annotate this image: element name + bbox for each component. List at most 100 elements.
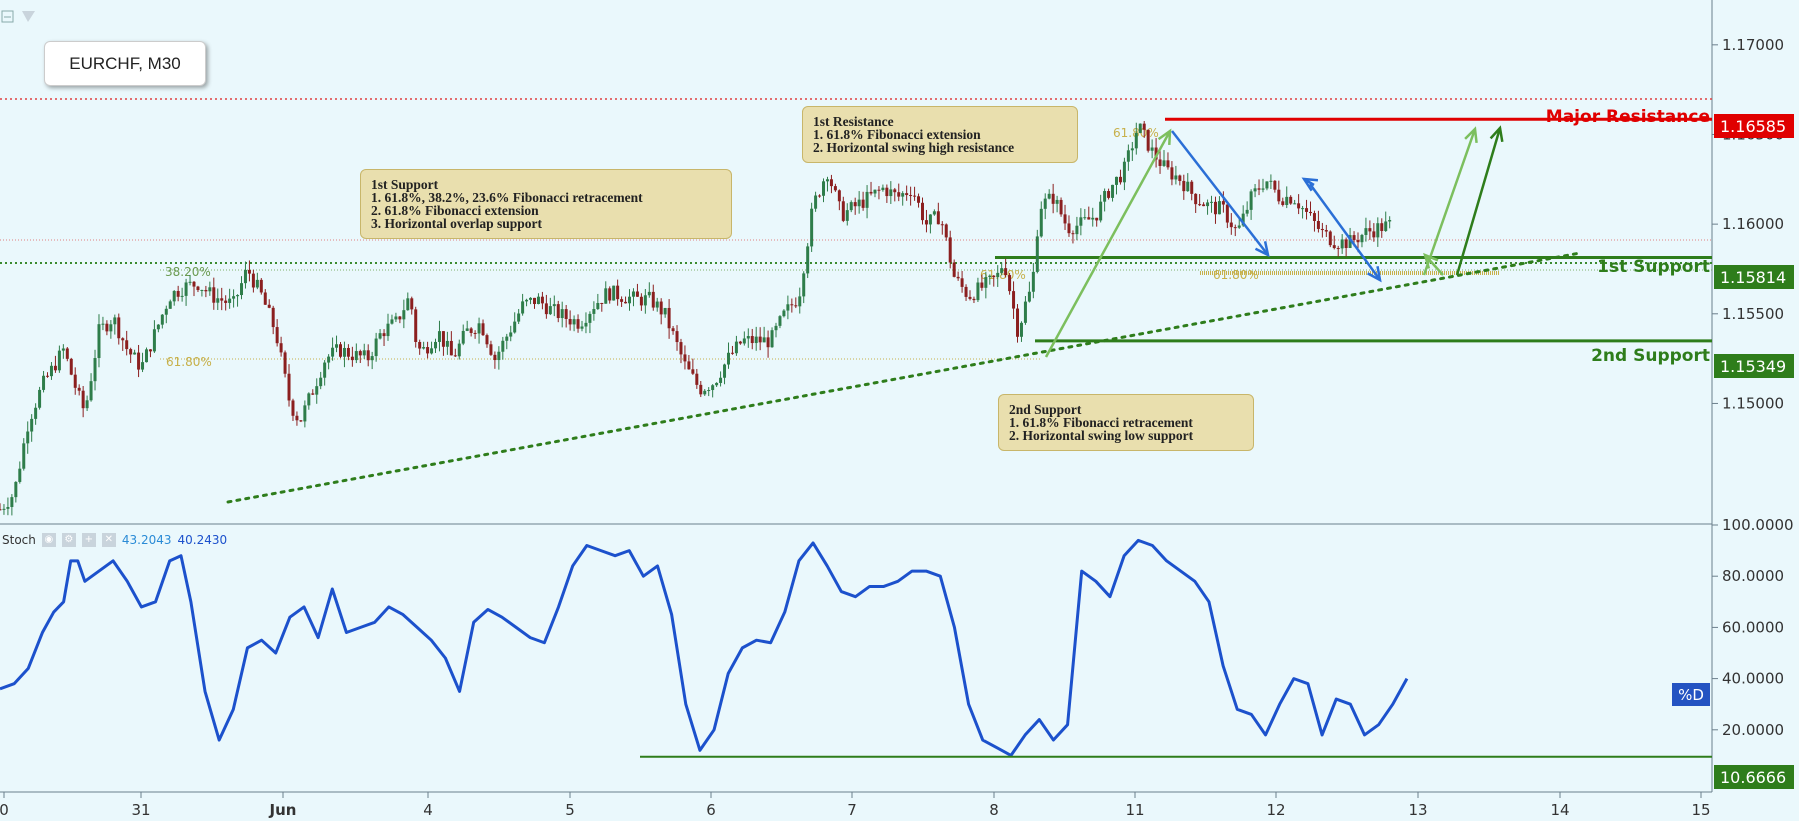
fib-label: 61.80% [1213,268,1259,282]
candle-body [378,333,382,339]
candle-body [188,281,192,283]
candle-body [984,277,988,288]
settings-icon[interactable]: ⚙ [61,533,76,547]
candle-body [160,314,164,325]
candle-body [1107,191,1111,198]
candle-body [200,289,204,291]
candle-body [964,286,968,297]
time-tick-label: 6 [706,801,716,819]
major-resistance-price: 1.16585 [1714,114,1794,138]
candle-body [628,296,632,304]
candle-body [434,341,438,349]
candle-body [1229,222,1233,228]
rising-trendline [226,251,1582,504]
candle-body [473,332,477,334]
candle-body [1213,201,1217,215]
candle-body [73,374,77,388]
candle-body [861,199,865,208]
candle-body [1253,188,1257,192]
arrow-down-blue-2 [1308,183,1382,281]
candle-body [592,309,596,314]
candle-body [89,381,93,401]
candle-body [125,340,129,350]
candle-body [794,305,798,307]
candle-body [362,350,366,356]
candle-body [1071,233,1075,235]
candle-body [1233,227,1237,229]
candle-body [481,323,485,336]
candle-body [1035,236,1039,272]
candle-body [956,276,960,279]
arrow-down-blue-1-head [1254,241,1270,258]
candle-body [338,344,342,357]
candle-body [790,304,794,306]
candle-body [1388,220,1392,222]
flag-icon [22,11,35,22]
candle-body [620,299,624,302]
candle-body [564,309,568,319]
close-icon[interactable]: ✕ [101,533,116,547]
candle-body [69,358,73,375]
candle-body [849,202,853,211]
candle-body [129,349,133,355]
first-support-price: 1.15814 [1714,265,1794,289]
candle-body [240,283,244,296]
candle-body [901,193,905,197]
candle-body [782,310,786,317]
candle-body [711,385,715,391]
candle-body [315,386,319,395]
candle-body [291,400,295,416]
candle-body [1091,217,1095,220]
candle-body [726,352,730,365]
candle-body [172,290,176,302]
candle-body [1083,217,1087,219]
candle-body [1051,193,1055,204]
first-support-label: 1st Support [1597,257,1710,277]
candle-body [663,307,667,315]
candle-body [1245,209,1249,214]
candle-body [909,195,913,197]
candle-body [358,351,362,356]
candle-body [1348,235,1352,249]
candle-body [1186,181,1190,192]
candle-body [992,275,996,278]
price-tick-label: 1.17000 [1722,36,1784,54]
indicator-name: Stoch [2,533,36,547]
plus-icon[interactable]: + [81,533,96,547]
candle-body [445,340,449,347]
candle-body [643,295,647,306]
candle-body [924,220,928,225]
candle-body [818,195,822,197]
candle-body [1305,208,1309,212]
candle-body [271,307,275,328]
candle-body [422,347,426,349]
candle-body [437,331,441,342]
candle-body [109,324,113,332]
candle-body [588,313,592,323]
candle-body [457,343,461,357]
candle-body [386,323,390,337]
candle-body [342,347,346,357]
candle-body [1146,129,1150,151]
candle-body [1004,268,1008,276]
candle-body [1166,160,1170,168]
stoch-tick-label: 80.0000 [1722,567,1784,585]
candle-body [897,192,901,197]
candle-body [1257,188,1261,190]
candle-body [679,342,683,355]
candle-body [869,191,873,194]
eye-icon[interactable]: ◉ [41,533,56,547]
candle-body [1008,275,1012,292]
candle-body [845,210,849,221]
candle-body [1320,228,1324,231]
candle-body [1356,240,1360,243]
candle-body [1324,230,1328,232]
indicator-header: Stoch ◉ ⚙ + ✕ 43.2043 40.2430 [2,533,227,547]
callout-support2: 2nd Support 1. 61.8% Fibonacci retraceme… [998,394,1254,451]
time-tick-label: 5 [565,801,575,819]
candle-body [1150,147,1154,151]
candle-body [556,304,560,319]
time-tick-label: 13 [1408,801,1427,819]
candle-body [1190,181,1194,194]
